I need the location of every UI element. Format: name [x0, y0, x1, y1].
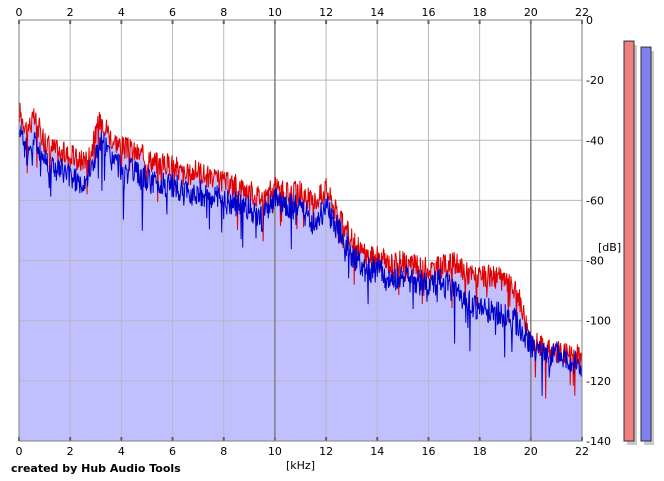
credit-text: created by Hub Audio Tools [11, 462, 181, 475]
y-tick-label: -100 [586, 315, 611, 328]
x-tick-label-bottom: 2 [67, 445, 74, 458]
x-tick-label-bottom: 6 [169, 445, 176, 458]
y-tick-label: -60 [586, 194, 604, 207]
x-tick-label-top: 18 [473, 6, 487, 19]
x-tick-label-top: 0 [16, 6, 23, 19]
x-tick-label-bottom: 18 [473, 445, 487, 458]
level-meter-right [640, 46, 652, 442]
x-tick-label-bottom: 0 [16, 445, 23, 458]
x-tick-label-top: 22 [575, 6, 589, 19]
level-meters [623, 40, 654, 446]
x-tick-label-bottom: 4 [118, 445, 125, 458]
x-tick-label-top: 20 [524, 6, 538, 19]
series-layer [18, 100, 583, 399]
x-tick-label-bottom: 20 [524, 445, 538, 458]
spectrum-area [19, 100, 582, 442]
x-tick-label-top: 12 [319, 6, 333, 19]
spectrum-fill-layer [19, 100, 582, 442]
x-tick-label-top: 8 [220, 6, 227, 19]
plot-frame [18, 19, 583, 442]
x-tick-label-bottom: 8 [220, 445, 227, 458]
x-axis-label: [kHz] [286, 459, 315, 472]
x-tick-label-bottom: 14 [370, 445, 384, 458]
y-tick-label: -120 [586, 375, 611, 388]
y-tick-label: -80 [586, 255, 604, 268]
y-tick-label: -40 [586, 134, 604, 147]
x-tick-label-top: 6 [169, 6, 176, 19]
plot-border [18, 19, 583, 442]
x-tick-label-bottom: 22 [575, 445, 589, 458]
x-tick-label-top: 10 [268, 6, 282, 19]
level-meter-left [623, 40, 635, 442]
x-tick-label-bottom: 10 [268, 445, 282, 458]
y-tick-labels: 0 -20 -40 -60 -80 -100 -120 -140 [586, 14, 611, 448]
y-tick-label: 0 [586, 14, 593, 27]
grid-layer [18, 19, 583, 442]
x-tick-label-top: 4 [118, 6, 125, 19]
x-tick-label-bottom: 12 [319, 445, 333, 458]
series-line-blue [18, 125, 583, 396]
x-tick-label-top: 14 [370, 6, 384, 19]
y-tick-label: -140 [586, 435, 611, 448]
x-tick-label-top: 2 [67, 6, 74, 19]
y-axis-label: [dB] [598, 241, 621, 254]
x-tick-label-top: 16 [421, 6, 435, 19]
x-tick-label-bottom: 16 [421, 445, 435, 458]
y-tick-label: -20 [586, 74, 604, 87]
